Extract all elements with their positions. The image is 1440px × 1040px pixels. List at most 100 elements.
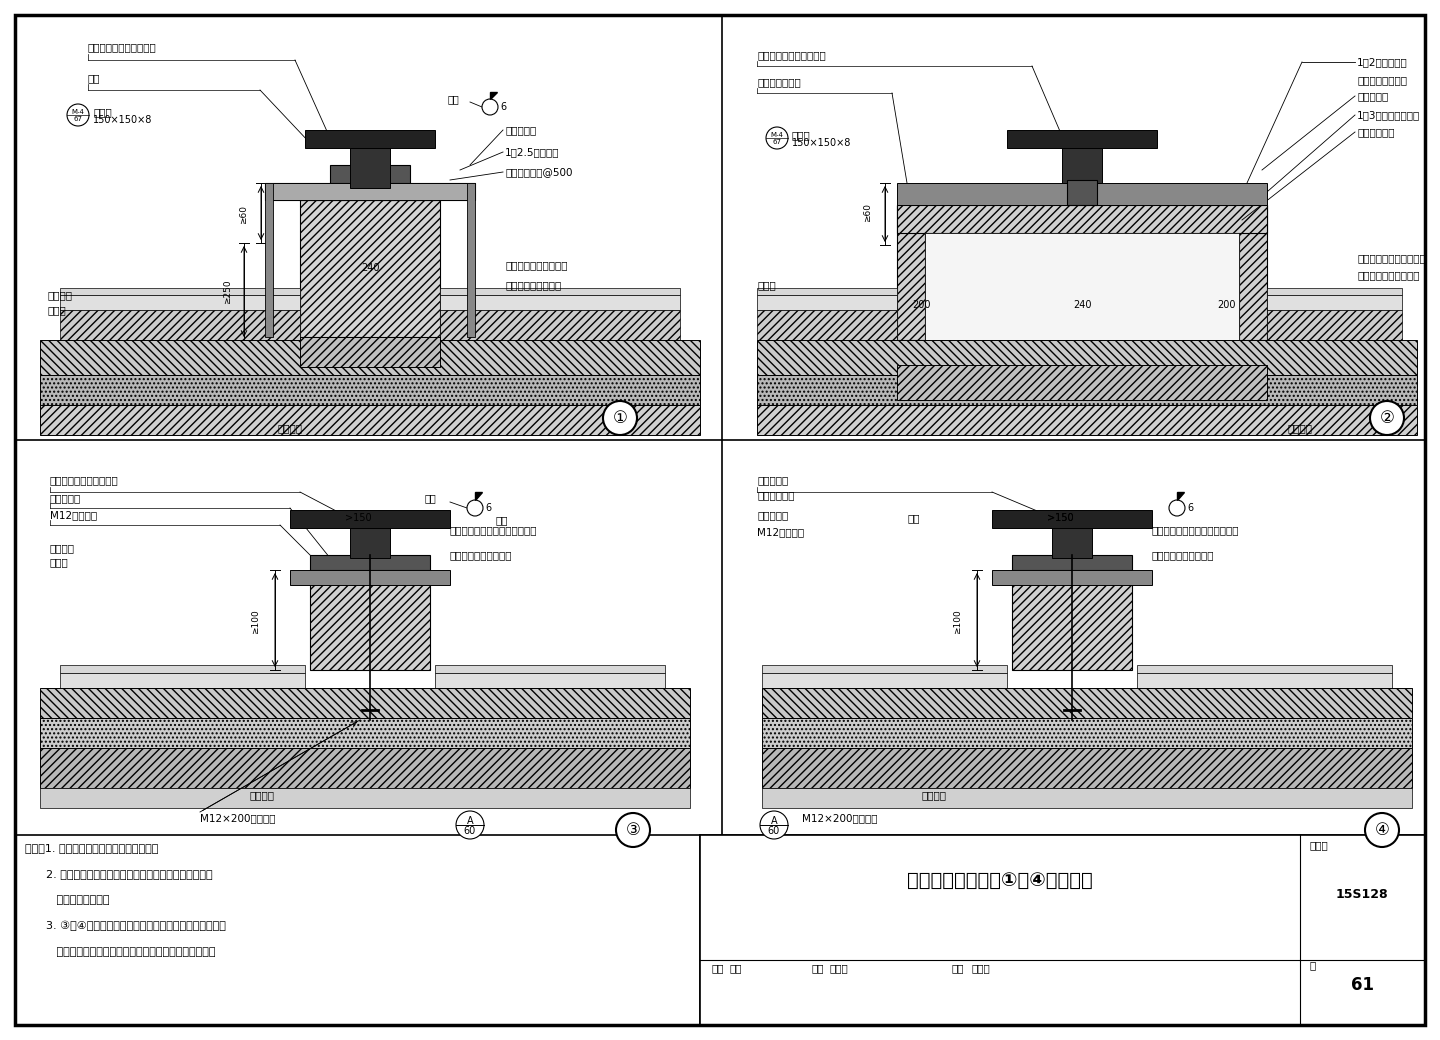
Bar [441,310,680,340]
Bar [350,148,390,188]
Text: 屋面做法详见单体设计: 屋面做法详见单体设计 [449,550,513,560]
Bar [300,200,441,337]
Text: >150: >150 [1047,513,1074,523]
Bar [924,233,1238,340]
Text: 鲁永飞: 鲁永飞 [829,963,848,973]
Bar [40,688,690,718]
Bar [40,405,700,435]
Bar [757,340,1417,375]
Bar [310,555,431,570]
Bar [897,365,1267,400]
Text: 焊接: 焊接 [448,94,459,104]
Text: 螺栓穿防水层处用防水油膏填实: 螺栓穿防水层处用防水油膏填实 [1152,525,1240,535]
Text: 螺栓穿防水层处用防水油膏填实: 螺栓穿防水层处用防水油膏填实 [449,525,537,535]
Text: 密封胶封严: 密封胶封严 [505,125,536,135]
Bar [897,205,1267,233]
Text: 2. 集热器及其连接件的尺寸、规格、荷载、位置及安全: 2. 集热器及其连接件的尺寸、规格、荷载、位置及安全 [24,869,213,879]
Text: 200: 200 [912,300,930,310]
Text: M12×200膨胀螺栓: M12×200膨胀螺栓 [802,813,877,823]
Text: 150×150×8: 150×150×8 [94,115,153,125]
Text: 保温层做法详见单体设计: 保温层做法详见单体设计 [1356,253,1426,263]
Text: 主体结构: 主体结构 [1287,423,1312,433]
Bar [1063,148,1102,183]
Text: 校对: 校对 [812,963,825,973]
Text: 主体结构: 主体结构 [922,790,948,800]
Text: 屋面做法详见单体设计: 屋面做法详见单体设计 [1152,550,1214,560]
Bar [762,788,1413,808]
Text: 预埋件: 预埋件 [94,107,112,116]
Text: ①: ① [612,409,628,427]
Bar [762,748,1413,788]
Text: 曾雁: 曾雁 [730,963,743,973]
Bar [40,748,690,788]
Bar [435,665,665,673]
Text: 67: 67 [772,139,782,145]
Text: 集热器支架: 集热器支架 [757,475,788,485]
Bar [40,375,700,405]
Bar [305,130,435,148]
Bar [441,288,680,295]
Text: 屋面做法详单体设计: 屋面做法详单体设计 [505,280,562,290]
Bar [992,570,1152,584]
Text: M12螺栓焊接: M12螺栓焊接 [50,510,96,520]
Bar [1138,673,1392,688]
Bar [1138,665,1392,673]
Bar [1007,130,1156,148]
Polygon shape [490,92,497,99]
Text: 钢梁: 钢梁 [88,73,101,83]
Text: 60: 60 [464,826,477,836]
Circle shape [616,813,649,847]
Bar [289,510,449,528]
Text: M12螺栓焊接: M12螺栓焊接 [757,527,804,537]
Text: 检修通道: 检修通道 [50,543,75,553]
Text: 要求由厂家提供。: 要求由厂家提供。 [24,895,109,905]
Text: 1：3水泥砂浆找平层: 1：3水泥砂浆找平层 [1356,110,1420,120]
Bar [467,183,475,337]
Bar [757,375,1417,405]
Text: 60: 60 [768,826,780,836]
Text: 15S128: 15S128 [1336,888,1388,902]
Bar [1012,570,1132,670]
Bar [350,528,390,558]
Circle shape [456,811,484,839]
Bar [310,570,431,670]
Bar [300,337,441,367]
Bar [762,718,1413,748]
Text: ≥100: ≥100 [953,609,962,634]
Bar [60,665,305,673]
Bar [1053,528,1092,558]
Bar [60,295,300,310]
Circle shape [1369,401,1404,435]
Bar [441,295,680,310]
Bar [60,310,300,340]
Bar [1012,555,1132,570]
Text: 钢梁: 钢梁 [495,515,507,525]
Circle shape [1365,813,1400,847]
Text: 3. ③、④混凝土墩放置在保温层上方，故在设计时需根据: 3. ③、④混凝土墩放置在保温层上方，故在设计时需根据 [24,920,226,931]
Text: 主体结构: 主体结构 [278,423,302,433]
Bar [40,788,690,808]
Text: ②: ② [1380,409,1394,427]
Text: 集热器支架（厂家提供）: 集热器支架（厂家提供） [757,50,825,60]
Text: 鞠晓磊: 鞠晓磊 [972,963,991,973]
Circle shape [482,99,498,115]
Text: 平屋面集热器安装①～④基座详图: 平屋面集热器安装①～④基座详图 [907,870,1093,889]
Text: 1：2.5水泥砂浆: 1：2.5水泥砂浆 [505,147,560,157]
Text: M-4: M-4 [72,109,85,115]
Text: 螺栓穿防水层处用: 螺栓穿防水层处用 [1356,75,1407,85]
Text: 150×150×8: 150×150×8 [792,138,851,148]
Text: ③: ③ [625,821,641,839]
Text: 审核: 审核 [711,963,724,973]
Text: 防水油膏填实: 防水油膏填实 [1356,127,1394,137]
Text: 集热器支架（厂家提供）: 集热器支架（厂家提供） [88,42,157,52]
Text: 防水层及附加层: 防水层及附加层 [757,77,801,87]
Bar [265,183,475,200]
Text: 检修通道: 检修通道 [48,290,72,300]
Text: ≥60: ≥60 [239,206,248,225]
Bar [762,673,1007,688]
Polygon shape [1176,492,1184,500]
Bar [897,183,1267,205]
Bar [757,288,897,295]
Circle shape [1169,500,1185,516]
Bar [757,405,1417,435]
